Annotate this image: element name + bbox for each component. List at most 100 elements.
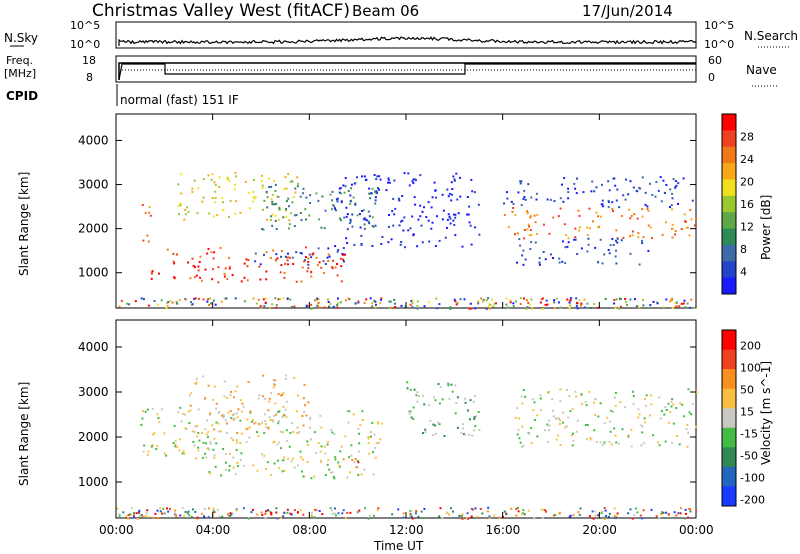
echo-cell	[254, 260, 257, 263]
echo-cell	[464, 433, 467, 436]
echo-cell	[212, 299, 215, 302]
echo-cell	[308, 426, 311, 429]
echo-cell	[264, 301, 267, 304]
echo-cell	[512, 305, 515, 307]
echo-cell	[588, 515, 591, 518]
echo-cell	[514, 214, 517, 217]
echo-cell	[695, 425, 698, 428]
echo-cell	[594, 510, 597, 513]
echo-cell	[586, 234, 589, 236]
nsearch-tick-bottom: 10^0	[704, 38, 734, 51]
echo-cell	[602, 205, 605, 208]
echo-cell	[174, 445, 177, 448]
echo-cell	[649, 226, 652, 229]
echo-cell	[528, 225, 530, 228]
echo-cell	[193, 266, 196, 269]
echo-cell	[283, 456, 285, 459]
echo-cell	[269, 307, 271, 309]
echo-cell	[468, 205, 471, 208]
echo-cell	[350, 187, 353, 190]
echo-cell	[305, 218, 307, 221]
echo-cell	[424, 431, 427, 434]
echo-cell	[586, 424, 589, 427]
echo-cell	[356, 176, 358, 179]
echo-cell	[695, 218, 698, 220]
echo-cell	[247, 192, 250, 195]
echo-cell	[511, 210, 514, 213]
echo-cell	[611, 201, 614, 204]
echo-cell	[447, 382, 450, 385]
echo-cell	[248, 436, 251, 439]
echo-cell	[581, 403, 584, 406]
echo-cell	[285, 200, 288, 203]
echo-cell	[487, 506, 490, 509]
echo-cell	[453, 298, 456, 301]
echo-cell	[614, 434, 617, 437]
echo-cell	[601, 199, 604, 202]
echo-cell	[183, 218, 186, 221]
echo-cell	[672, 178, 675, 181]
echo-cell	[476, 515, 479, 518]
echo-cell	[677, 182, 680, 185]
echo-cell	[259, 305, 262, 308]
echo-cell	[333, 432, 336, 435]
echo-cell	[543, 223, 545, 226]
echo-cell	[450, 199, 453, 202]
echo-cell	[189, 277, 192, 280]
site-title: Christmas Valley West (fitACF)	[92, 1, 350, 21]
echo-cell	[594, 414, 597, 416]
echo-cell	[568, 301, 571, 304]
echo-cell	[626, 303, 628, 306]
echo-cell	[285, 187, 288, 190]
echo-cell	[419, 204, 422, 207]
nave-trace	[118, 63, 696, 81]
echo-cell	[283, 413, 286, 416]
echo-cell	[277, 393, 280, 396]
echo-cell	[387, 225, 390, 228]
echo-cell	[590, 190, 593, 193]
echo-cell	[477, 411, 480, 413]
echo-cell	[363, 175, 366, 178]
echo-cell	[210, 251, 213, 254]
echo-cell	[320, 460, 323, 463]
echo-cell	[176, 445, 179, 448]
echo-cell	[255, 302, 258, 305]
echo-cell	[423, 206, 425, 209]
echo-cell	[274, 214, 277, 217]
echo-cell	[613, 507, 616, 510]
echo-cell	[342, 509, 345, 512]
echo-cell	[530, 298, 533, 301]
echo-cell	[268, 397, 271, 400]
echo-cell	[577, 209, 580, 212]
echo-cell	[584, 424, 587, 426]
echo-cell	[318, 261, 321, 264]
echo-cell	[633, 514, 636, 516]
echo-cell	[539, 397, 542, 400]
echo-cell	[397, 197, 400, 200]
echo-cell	[271, 213, 274, 216]
echo-cell	[438, 423, 441, 426]
echo-cell	[289, 512, 292, 515]
echo-cell	[261, 184, 264, 187]
echo-cell	[287, 457, 290, 460]
echo-cell	[601, 203, 604, 206]
echo-cell	[662, 512, 665, 514]
echo-cell	[337, 297, 339, 300]
echo-cell	[180, 192, 183, 195]
colorbar-tick-label: 24	[740, 153, 754, 166]
echo-cell	[191, 257, 194, 260]
echo-cell	[342, 247, 345, 249]
echo-cell	[334, 245, 337, 247]
echo-cell	[285, 429, 288, 432]
echo-cell	[256, 469, 259, 472]
echo-cell	[472, 508, 474, 511]
echo-cell	[174, 439, 177, 442]
echo-cell	[566, 298, 569, 301]
echo-cell	[146, 453, 149, 456]
echo-cell	[274, 297, 277, 300]
echo-cell	[641, 242, 644, 245]
echo-cell	[183, 452, 186, 455]
echo-cell	[344, 185, 347, 188]
echo-cell	[434, 245, 437, 247]
echo-cell	[468, 433, 471, 436]
